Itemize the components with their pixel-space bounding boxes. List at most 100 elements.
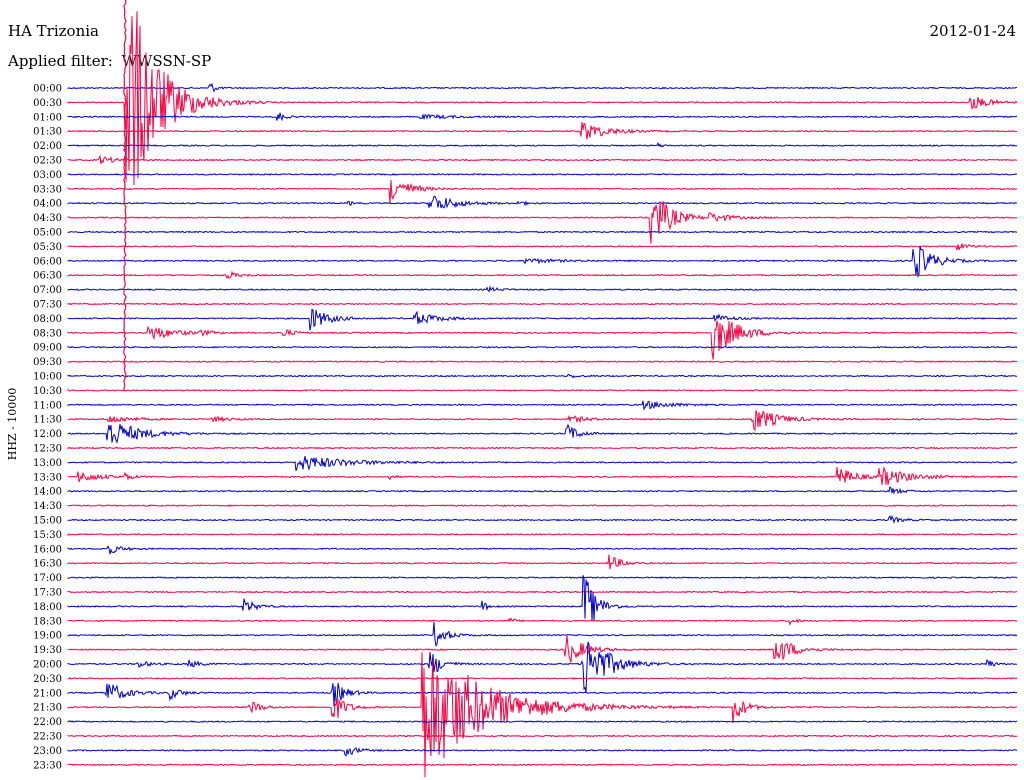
seismic-trace — [67, 652, 1018, 778]
row-time-label: 18:30 — [33, 616, 62, 627]
row-time-label: 17:00 — [33, 573, 62, 584]
row-time-label: 11:30 — [33, 415, 62, 426]
seismic-trace — [67, 200, 1018, 244]
row-time-label: 06:30 — [33, 271, 62, 282]
trace-row: 05:00 — [33, 228, 1018, 239]
seismic-trace — [67, 173, 1018, 176]
trace-row: 22:00 — [33, 717, 1018, 728]
row-time-label: 05:30 — [33, 242, 62, 253]
row-time-label: 10:00 — [33, 372, 62, 383]
trace-row: 02:00 — [33, 141, 1018, 152]
seismic-trace — [67, 575, 1018, 622]
trace-row: 07:30 — [33, 300, 1018, 311]
trace-row: 11:00 — [33, 400, 1018, 411]
trace-row: 14:00 — [33, 485, 1018, 498]
seismic-trace — [67, 141, 1018, 148]
trace-row: 00:30 — [33, 11, 1018, 186]
row-time-label: 01:00 — [33, 112, 62, 123]
row-time-label: 13:00 — [33, 458, 62, 469]
trace-row: 09:30 — [33, 357, 1018, 368]
trace-row: 17:30 — [33, 588, 1018, 599]
seismic-trace — [67, 246, 1017, 279]
row-time-label: 03:30 — [33, 184, 62, 195]
row-time-label: 14:00 — [33, 487, 62, 498]
trace-row: 20:30 — [33, 674, 1018, 685]
seismic-trace — [67, 195, 1018, 209]
row-time-label: 08:00 — [33, 314, 62, 325]
seismic-trace — [67, 112, 1017, 122]
seismic-trace — [67, 388, 1018, 392]
trace-row: 00:00 — [33, 82, 1018, 95]
seismic-trace — [67, 720, 1018, 723]
row-time-label: 16:30 — [33, 559, 62, 570]
seismic-trace — [67, 270, 1018, 280]
row-time-label: 03:00 — [33, 170, 62, 181]
trace-row: 21:00 — [33, 682, 1018, 707]
seismic-trace — [67, 230, 1018, 234]
trace-row: 18:00 — [33, 575, 1018, 622]
trace-row: 11:30 — [33, 410, 1018, 432]
trace-row: 15:30 — [33, 530, 1018, 541]
trace-row: 04:00 — [33, 195, 1018, 210]
seismic-trace — [67, 504, 1018, 507]
seismic-trace — [67, 533, 1018, 537]
row-time-label: 11:00 — [33, 400, 62, 411]
trace-rows: 00:00 00:30 01:00 01:30 02:00 02:30 03:00 03:30… — [33, 11, 1018, 778]
trace-row: 13:30 — [33, 465, 1018, 486]
seismic-trace — [67, 635, 1018, 663]
row-time-label: 06:00 — [33, 256, 62, 267]
row-time-label: 19:30 — [33, 645, 62, 656]
seismic-trace — [67, 456, 1018, 471]
trace-row: 19:00 — [33, 621, 1018, 648]
trace-row: 23:00 — [33, 746, 1018, 757]
row-time-label: 01:30 — [33, 127, 62, 138]
trace-row: 13:00 — [33, 456, 1018, 471]
seismic-trace — [67, 423, 1018, 444]
seismic-trace — [67, 682, 1018, 707]
seismic-trace — [67, 545, 1018, 555]
row-time-label: 12:00 — [33, 429, 62, 440]
trace-row: 12:00 — [33, 423, 1018, 444]
trace-row: 07:00 — [33, 285, 1017, 296]
seismic-trace — [67, 11, 1018, 186]
seismic-trace — [67, 617, 1018, 626]
seismic-trace — [67, 308, 1018, 331]
row-time-label: 20:00 — [33, 660, 62, 671]
trace-row: 05:30 — [33, 242, 1018, 253]
filter-value: WWSSN-SP — [122, 52, 212, 70]
seismic-trace — [67, 734, 1018, 738]
row-time-label: 19:00 — [33, 631, 62, 642]
trace-row: 08:30 — [33, 320, 1018, 360]
row-time-label: 12:30 — [33, 444, 62, 455]
row-time-label: 17:30 — [33, 588, 62, 599]
seismic-trace — [67, 302, 1018, 306]
seismic-trace — [67, 410, 1018, 432]
trace-row: 12:30 — [33, 444, 1018, 455]
row-time-label: 23:00 — [33, 746, 62, 757]
row-time-label: 07:30 — [33, 300, 62, 311]
trace-row: 14:30 — [33, 501, 1018, 512]
row-time-label: 14:30 — [33, 501, 62, 512]
row-time-label: 15:30 — [33, 530, 62, 541]
seismic-trace — [67, 677, 1018, 680]
seismic-trace — [67, 360, 1018, 363]
row-time-label: 22:30 — [33, 732, 62, 743]
row-time-label: 13:30 — [33, 472, 62, 483]
trace-row: 20:00 — [33, 641, 1018, 693]
trace-row: 23:30 — [33, 760, 1018, 771]
row-time-label: 22:00 — [33, 717, 62, 728]
row-time-label: 07:00 — [33, 285, 62, 296]
trace-row: 19:30 — [33, 635, 1018, 663]
filter-prefix: Applied filter: — [7, 52, 113, 70]
trace-row: 10:30 — [33, 386, 1018, 397]
row-time-label: 15:00 — [33, 516, 62, 527]
seismic-trace — [67, 285, 1017, 293]
row-time-label: 20:30 — [33, 674, 62, 685]
row-time-label: 09:00 — [33, 343, 62, 354]
seismic-trace — [67, 763, 1018, 767]
trace-row: 01:00 — [33, 112, 1017, 123]
seismic-trace — [67, 465, 1018, 486]
seismic-trace — [67, 576, 1018, 579]
seismic-trace — [67, 485, 1018, 495]
